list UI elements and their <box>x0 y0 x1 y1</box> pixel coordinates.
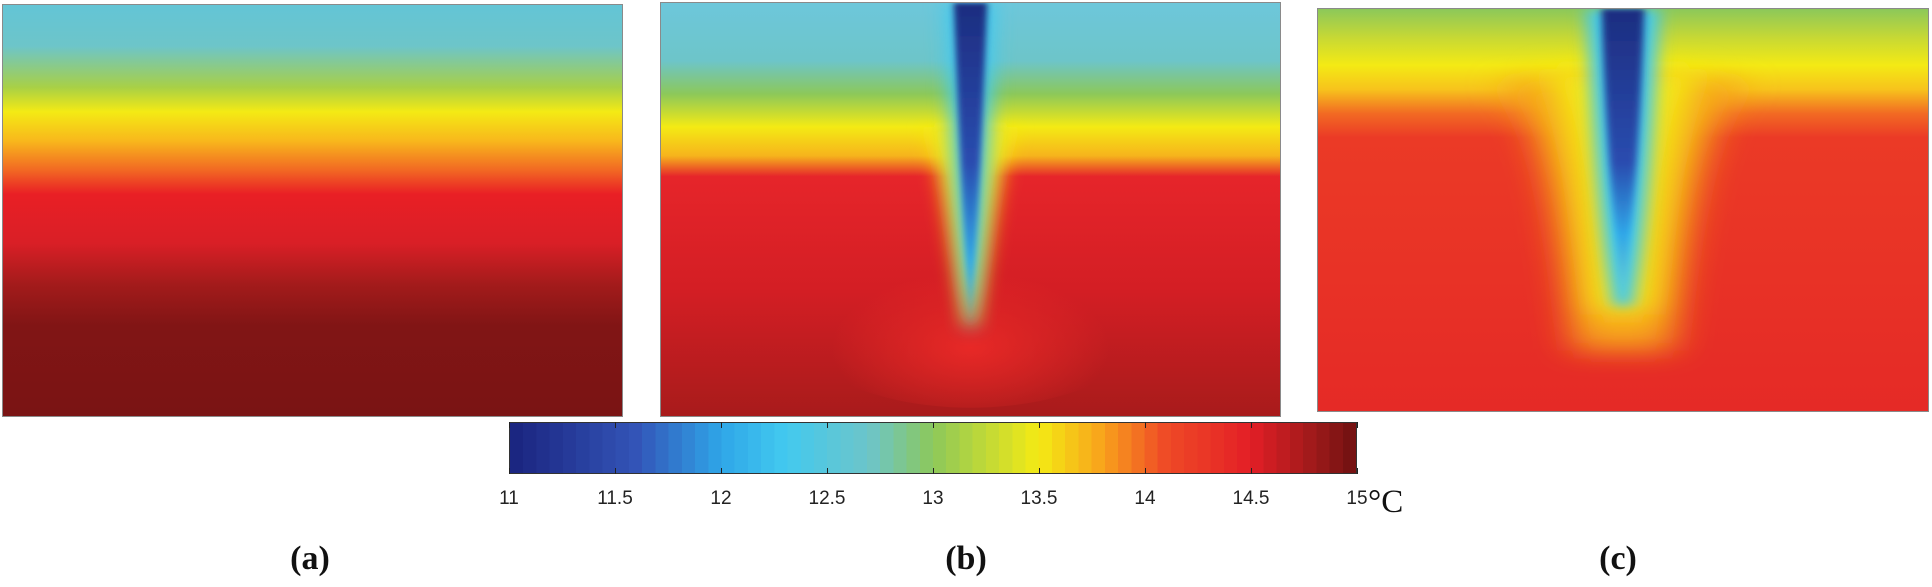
heatmap-panel-b <box>660 2 1281 417</box>
heatmap-panel-c <box>1317 8 1929 412</box>
colorbar-tick-label: 14 <box>1134 488 1156 509</box>
colorbar-tick-mark <box>826 468 828 474</box>
colorbar-tick-label: 11 <box>499 488 519 509</box>
panel-label-a: (a) <box>290 540 330 577</box>
colorbar <box>509 422 1357 474</box>
colorbar-tick-mark <box>1250 422 1252 428</box>
colorbar-tick-mark <box>614 422 616 428</box>
panel-b-plume <box>953 3 988 326</box>
panel-label-b: (b) <box>945 540 987 577</box>
colorbar-tick-mark <box>720 468 722 474</box>
colorbar-tick-mark <box>508 422 510 428</box>
colorbar-tick-label: 14.5 <box>1232 488 1270 509</box>
colorbar-tick-label: 15 <box>1346 488 1368 509</box>
panel-a-field <box>3 5 622 416</box>
colorbar-tick-mark <box>1250 468 1252 474</box>
colorbar-tick-mark <box>720 422 722 428</box>
colorbar-tick-mark <box>1356 468 1358 474</box>
colorbar-tick-mark <box>1356 422 1358 428</box>
panel-c-plume <box>1601 9 1645 291</box>
colorbar-tick-label: 12.5 <box>808 488 846 509</box>
colorbar-tick-label: 13 <box>922 488 944 509</box>
colorbar-tick-mark <box>1144 468 1146 474</box>
colorbar-tick-label: 13.5 <box>1020 488 1058 509</box>
colorbar-tick-mark <box>826 422 828 428</box>
colorbar-tick-mark <box>1038 468 1040 474</box>
colorbar-tick-mark <box>508 468 510 474</box>
colorbar-tick-mark <box>932 468 934 474</box>
colorbar-unit-label: °C <box>1368 484 1404 520</box>
colorbar-tick-label: 11.5 <box>597 488 633 509</box>
panel-label-c: (c) <box>1599 540 1637 577</box>
heatmap-panel-a <box>2 4 623 417</box>
colorbar-tick-mark <box>932 422 934 428</box>
colorbar-tick-mark <box>1144 422 1146 428</box>
colorbar-tick-label: 12 <box>710 488 732 509</box>
colorbar-tick-mark <box>614 468 616 474</box>
colorbar-tick-mark <box>1038 422 1040 428</box>
